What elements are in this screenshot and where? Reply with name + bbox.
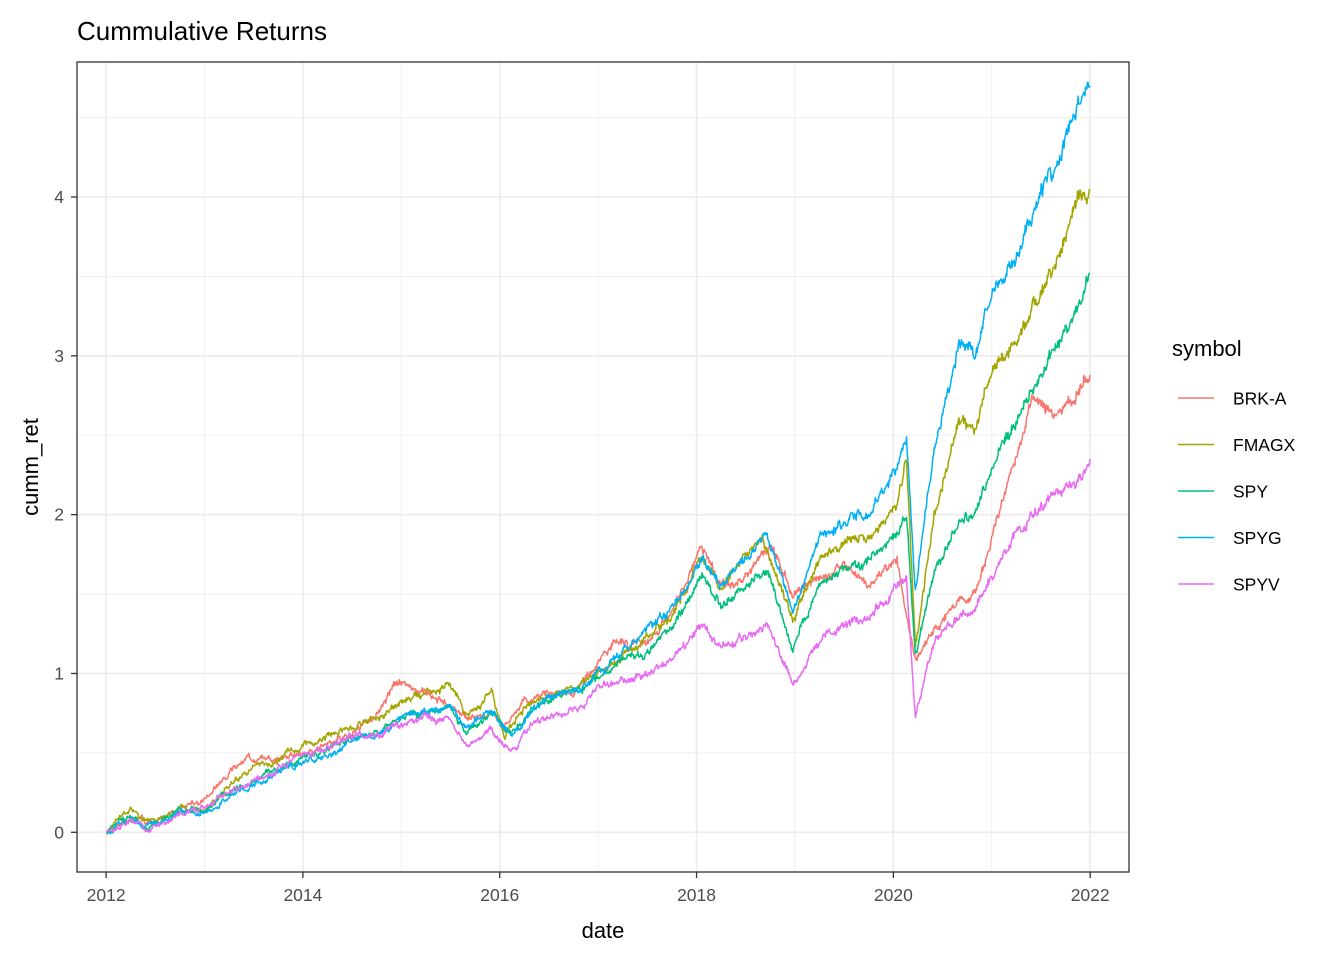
y-axis: 0 1 2 3 4 xyxy=(54,187,77,842)
legend-label-brk-a: BRK-A xyxy=(1233,389,1287,409)
y-tick-label: 1 xyxy=(54,663,64,683)
legend: symbol BRK-A FMAGX SPY SPYG SPYV xyxy=(1172,336,1296,595)
x-tick-label: 2022 xyxy=(1071,885,1110,905)
legend-items: BRK-A FMAGX SPY SPYG SPYV xyxy=(1178,389,1296,595)
series-line-brk-a xyxy=(106,374,1091,835)
x-axis-title: date xyxy=(582,918,625,943)
y-tick-label: 3 xyxy=(54,346,64,366)
legend-label-spyv: SPYV xyxy=(1233,575,1280,595)
series-line-spy xyxy=(106,272,1091,833)
series-line-spyv xyxy=(105,458,1091,834)
series-lines xyxy=(105,81,1091,835)
x-tick-label: 2018 xyxy=(677,885,716,905)
y-tick-label: 4 xyxy=(54,187,64,207)
y-tick-label: 0 xyxy=(54,822,64,842)
series-line-fmagx xyxy=(105,188,1091,835)
legend-label-spy: SPY xyxy=(1233,482,1268,502)
plot-panel xyxy=(77,62,1129,872)
x-tick-label: 2012 xyxy=(87,885,126,905)
plot-panel-border xyxy=(76,61,1130,873)
y-axis-title: cumm_ret xyxy=(18,418,43,516)
x-axis: 2012 2014 2016 2018 2020 2022 xyxy=(87,872,1110,905)
x-tick-label: 2020 xyxy=(874,885,913,905)
y-tick-label: 2 xyxy=(54,505,64,525)
legend-title: symbol xyxy=(1172,336,1242,361)
legend-label-spyg: SPYG xyxy=(1233,528,1282,548)
legend-label-fmagx: FMAGX xyxy=(1233,435,1296,455)
x-tick-label: 2016 xyxy=(480,885,519,905)
x-tick-label: 2014 xyxy=(283,885,322,905)
chart-title: Cummulative Returns xyxy=(77,16,327,46)
